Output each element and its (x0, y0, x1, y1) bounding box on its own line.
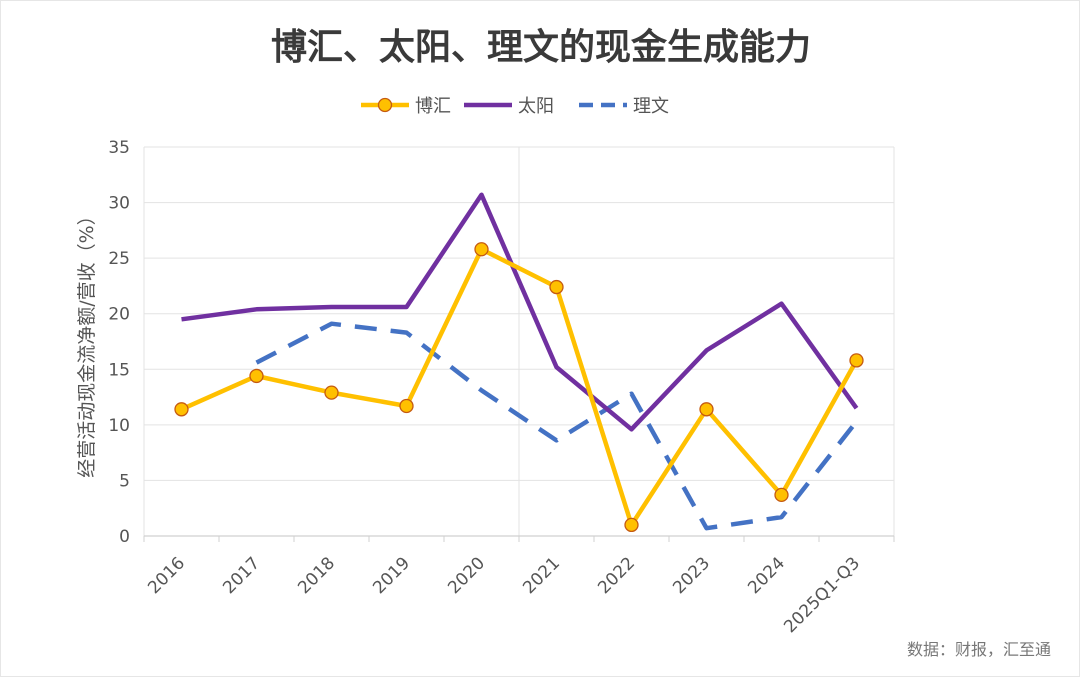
axes (143, 147, 895, 542)
data-point (324, 385, 339, 400)
x-tick-label: 2024 (744, 553, 789, 598)
y-tick-label: 35 (108, 138, 130, 158)
data-point (174, 402, 189, 417)
chart-title: 博汇、太阳、理文的现金生成能力 (271, 26, 811, 68)
series-line-0 (180, 247, 859, 528)
y-tick-label: 25 (108, 249, 130, 269)
series-line-1 (181, 192, 859, 432)
source-note: 数据：财报，汇至通 (907, 640, 1051, 659)
legend-item: 太阳 (464, 96, 554, 117)
x-tick-label: 2016 (144, 553, 189, 598)
x-tick-label: 2019 (369, 553, 414, 598)
x-tick-label: 2017 (219, 553, 264, 598)
legend-item: 理文 (579, 96, 669, 117)
x-tick-label: 2020 (444, 553, 489, 598)
y-tick-label: 30 (108, 194, 130, 214)
data-point (474, 242, 489, 257)
x-tick-label: 2025Q1-Q3 (780, 553, 864, 637)
x-tick-label: 2022 (594, 553, 639, 598)
series-group (174, 192, 864, 533)
y-axis-label: 经营活动现金流净额/营收（%） (76, 206, 98, 477)
y-tick-label: 15 (108, 360, 130, 380)
data-point (849, 353, 864, 368)
data-point (624, 517, 639, 533)
legend-label: 理文 (633, 96, 669, 117)
y-axis-ticks: 0 5 10 15 20 25 30 35 (108, 138, 130, 547)
legend-label: 博汇 (415, 96, 451, 117)
y-tick-label: 5 (119, 471, 130, 491)
x-axis-ticks: 2016 2017 2018 2019 2020 2021 2022 2023 20242025… (144, 553, 864, 637)
legend: 博汇 太阳 理文 (361, 96, 669, 117)
data-point (249, 368, 264, 384)
legend-label: 太阳 (518, 96, 554, 117)
data-point (549, 279, 564, 295)
grid-lines (144, 146, 894, 536)
legend-marker (377, 97, 393, 113)
data-point (699, 402, 714, 417)
series-line-2 (255, 321, 859, 531)
legend-item: 博汇 (361, 96, 451, 117)
data-point (774, 487, 789, 503)
data-point (399, 398, 414, 414)
x-tick-label: 2018 (294, 553, 339, 598)
y-tick-label: 20 (108, 305, 130, 325)
x-tick-label: 2023 (669, 553, 714, 598)
y-tick-label: 10 (108, 416, 130, 436)
y-tick-label: 0 (119, 527, 130, 547)
x-tick-label: 2021 (519, 553, 564, 598)
